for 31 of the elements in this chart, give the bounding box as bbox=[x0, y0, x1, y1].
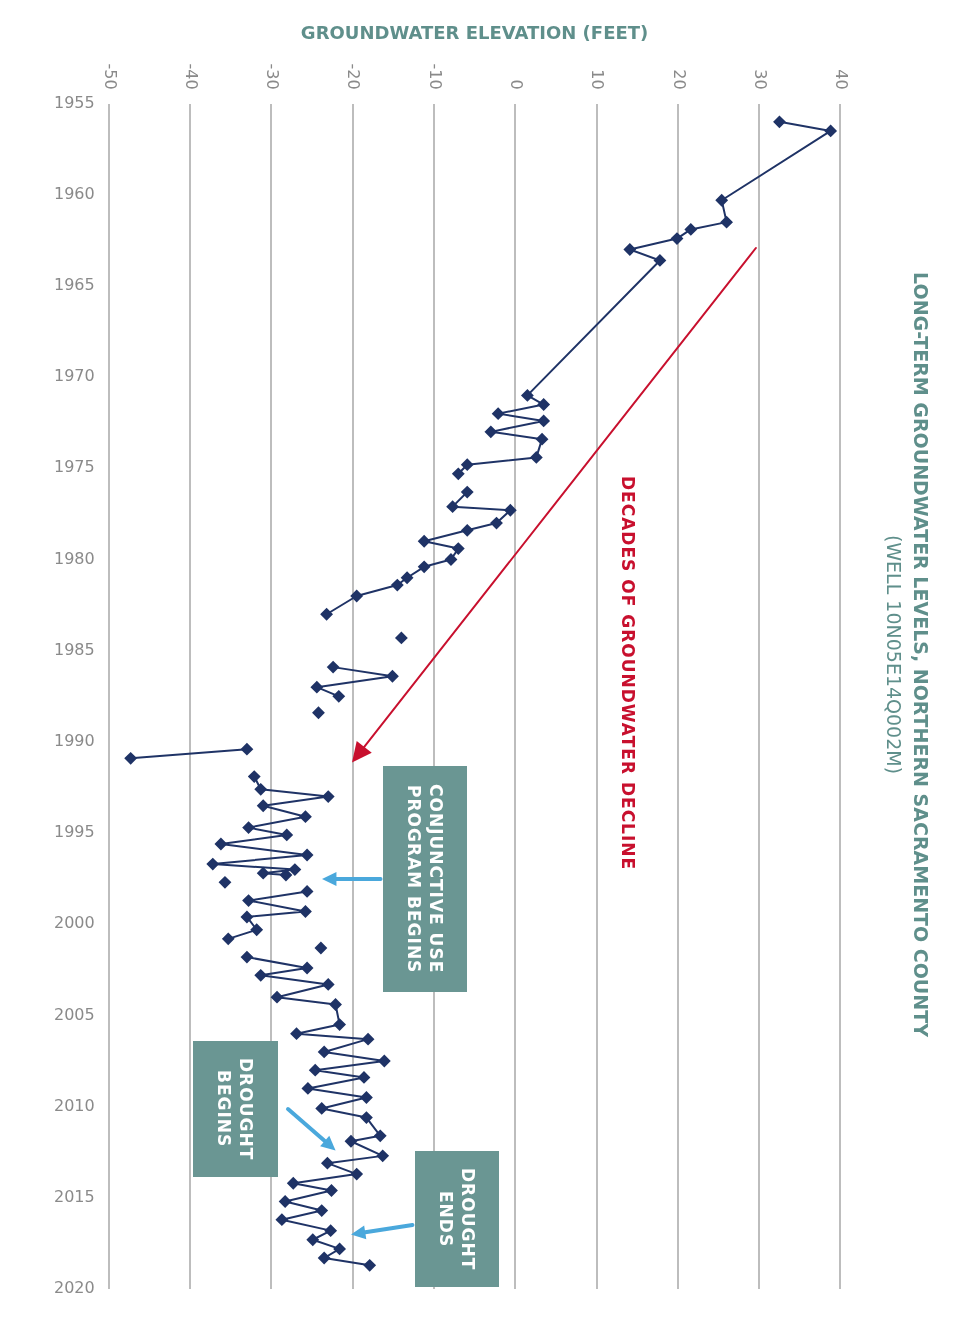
x-tick-label: 20 bbox=[669, 69, 689, 90]
annotation: DROUGHT ENDS bbox=[414, 1151, 499, 1288]
y-tick-label: 1955 bbox=[54, 92, 95, 112]
y-tick-label: 1970 bbox=[54, 366, 95, 386]
y-tick-label: 1965 bbox=[54, 275, 95, 295]
x-tick-label: -40 bbox=[181, 63, 201, 90]
x-tick-label: 10 bbox=[588, 69, 608, 90]
y-tick-label: 1985 bbox=[54, 639, 95, 659]
y-tick-label: 2010 bbox=[54, 1095, 95, 1115]
x-tick-label: 0 bbox=[507, 79, 527, 90]
text: (WELL 10N05E14Q002M) bbox=[882, 534, 905, 775]
x-tick-label: -20 bbox=[344, 63, 364, 90]
y-tick-label: 2005 bbox=[54, 1004, 95, 1024]
y-tick-label: 2020 bbox=[54, 1278, 95, 1298]
y-tick-label: 2015 bbox=[54, 1186, 95, 1206]
annotation: DROUGHT BEGINS bbox=[192, 1040, 278, 1177]
text: LONG-TERM GROUNDWATER LEVELS, NORTHERN SACRAMENTO COUNTY bbox=[909, 272, 932, 1038]
x-tick-label: -30 bbox=[263, 63, 283, 90]
x-tick-label: -50 bbox=[100, 63, 120, 90]
x-tick-label: -10 bbox=[425, 63, 445, 90]
x-tick-label: 30 bbox=[750, 69, 770, 90]
y-tick-label: 1975 bbox=[54, 457, 95, 477]
annotation: CONJUNCTIVE USE PROGRAM BEGINS bbox=[382, 765, 467, 992]
x-tick-label: 40 bbox=[832, 69, 852, 90]
y-tick-label: 1980 bbox=[54, 548, 95, 568]
y-tick-label: 2000 bbox=[54, 913, 95, 933]
y-tick-label: 1995 bbox=[54, 822, 95, 842]
x-axis-title: GROUNDWATER ELEVATION (FEET) bbox=[300, 22, 649, 44]
annotation: DECADES OF GROUNDWATER DECLINE bbox=[617, 475, 640, 870]
y-tick-label: 1960 bbox=[54, 183, 95, 203]
y-tick-label: 1990 bbox=[54, 731, 95, 751]
